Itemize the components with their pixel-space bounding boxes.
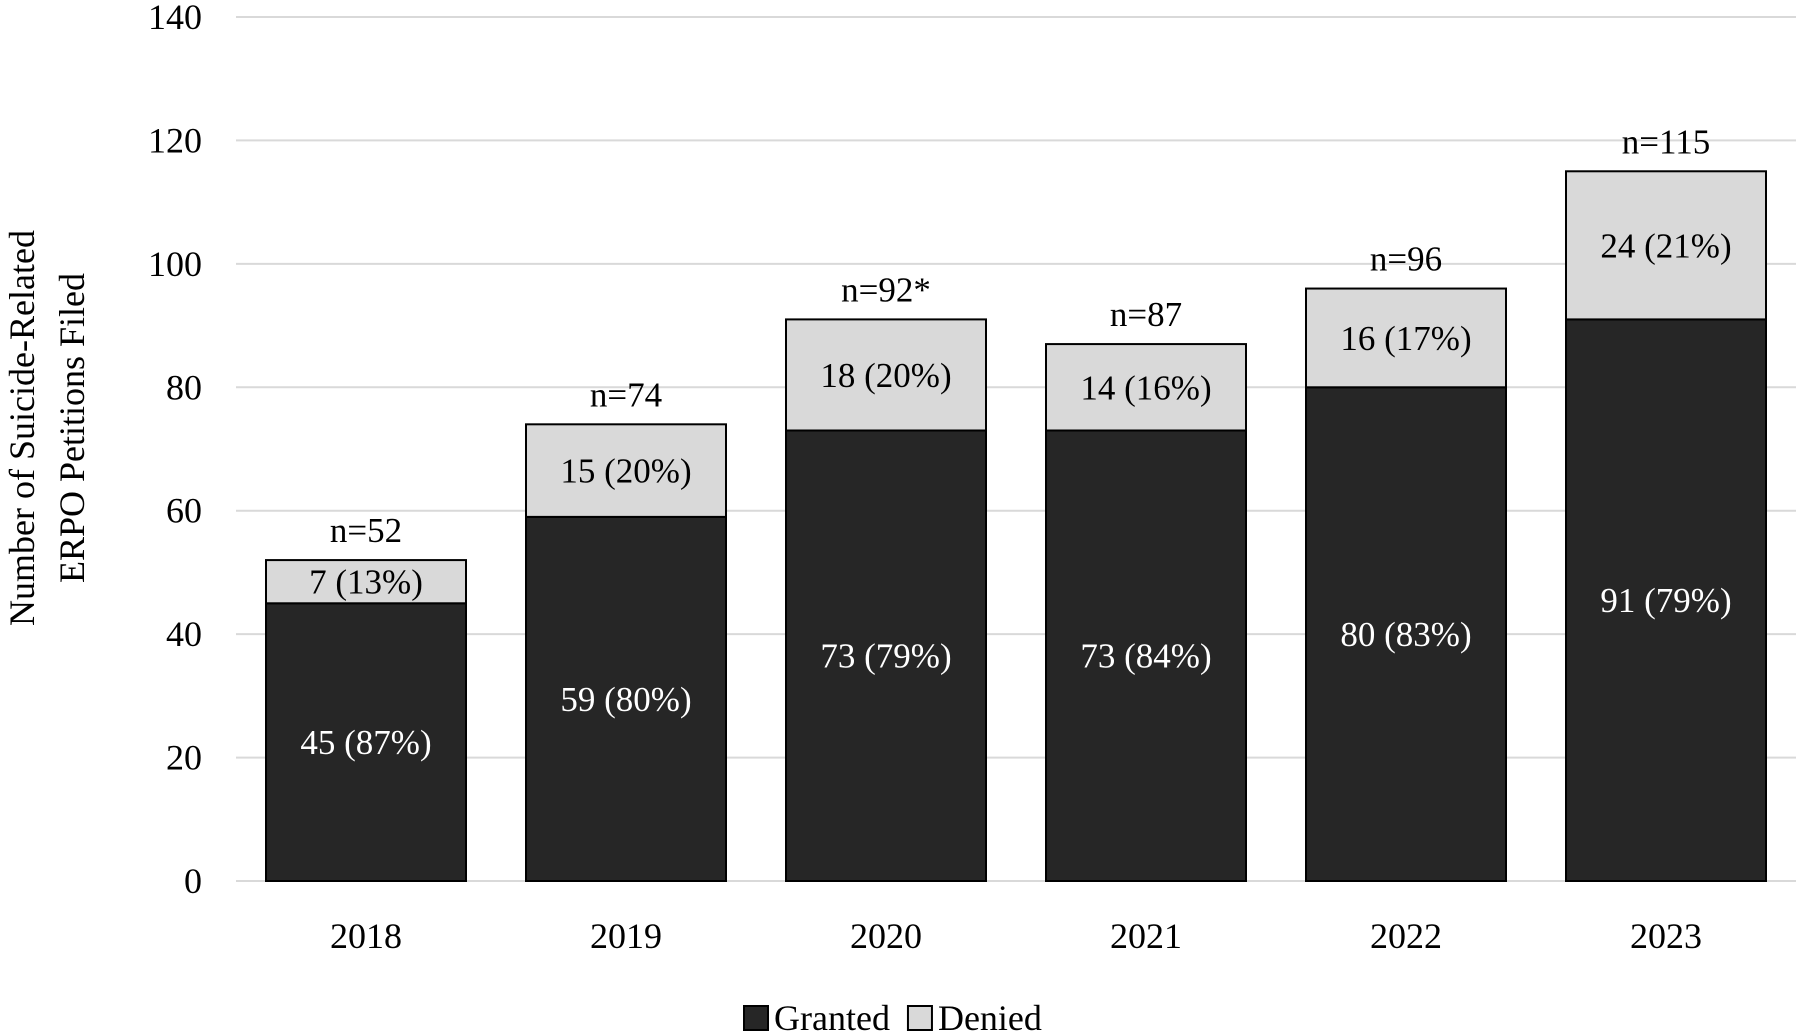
legend: Granted Denied <box>743 998 1042 1033</box>
total-label: n=87 <box>1110 295 1182 334</box>
x-tick-label: 2018 <box>330 916 402 956</box>
y-tick-label: 100 <box>148 244 202 284</box>
legend-label-denied: Denied <box>938 998 1042 1033</box>
bar-granted <box>525 515 727 883</box>
gridlines <box>236 16 1796 882</box>
x-tick-label: 2023 <box>1630 916 1702 956</box>
data-label-denied: 18 (20%) <box>820 356 951 395</box>
y-tick-label: 60 <box>166 491 202 531</box>
data-label-granted: 59 (80%) <box>560 680 691 719</box>
y-axis-title-line-2: ERPO Petitions Filed <box>52 273 92 583</box>
bar-denied <box>1565 170 1767 321</box>
x-tick-label: 2019 <box>590 916 662 956</box>
data-label-denied: 16 (17%) <box>1340 319 1471 358</box>
data-label-granted: 91 (79%) <box>1600 581 1731 620</box>
bar-granted <box>1305 386 1507 882</box>
total-label: n=74 <box>590 375 662 414</box>
data-label-denied: 14 (16%) <box>1080 368 1211 407</box>
data-label-denied: 15 (20%) <box>560 452 691 491</box>
bar-denied <box>525 423 727 518</box>
total-label: n=92* <box>841 270 931 309</box>
bar-denied <box>785 318 987 432</box>
total-label: n=96 <box>1370 240 1442 279</box>
y-tick-label: 40 <box>166 614 202 654</box>
data-label-denied: 7 (13%) <box>309 563 423 602</box>
x-axis-ticks: 2018 2019 2020 2021 2022 2023 <box>330 916 1702 956</box>
y-tick-label: 0 <box>184 861 202 901</box>
y-axis-title-line-1: Number of Suicide-Related <box>2 230 42 626</box>
bars: 45 (87%) 7 (13%) n=52 59 (80%) 15 (20%) n=74 7… <box>265 122 1767 883</box>
legend-swatch-denied <box>906 1005 933 1031</box>
y-tick-label: 20 <box>166 738 202 778</box>
y-tick-label: 120 <box>148 120 202 160</box>
data-label-granted: 73 (84%) <box>1080 637 1211 676</box>
data-label-granted: 73 (79%) <box>820 637 951 676</box>
legend-swatch-granted <box>743 1005 769 1031</box>
y-axis-title: Number of Suicide-Related ERPO Petitions… <box>2 230 92 626</box>
x-tick-label: 2020 <box>850 916 922 956</box>
x-tick-label: 2021 <box>1110 916 1182 956</box>
y-tick-label: 80 <box>166 367 202 407</box>
data-label-granted: 45 (87%) <box>300 723 431 762</box>
total-label: n=115 <box>1622 122 1710 161</box>
data-label-granted: 80 (83%) <box>1340 615 1471 654</box>
bar-denied <box>1045 343 1247 432</box>
bar-denied <box>1305 287 1507 389</box>
legend-label-granted: Granted <box>774 998 890 1033</box>
bar-granted <box>265 602 467 882</box>
y-axis-ticks: 0 20 40 60 80 100 120 140 <box>148 0 202 901</box>
bar-granted <box>785 429 987 882</box>
bar-granted <box>1565 318 1767 882</box>
bar-denied <box>265 559 467 605</box>
total-label: n=52 <box>330 511 402 550</box>
data-label-denied: 24 (21%) <box>1600 226 1731 265</box>
x-tick-label: 2022 <box>1370 916 1442 956</box>
y-tick-label: 140 <box>148 0 202 37</box>
